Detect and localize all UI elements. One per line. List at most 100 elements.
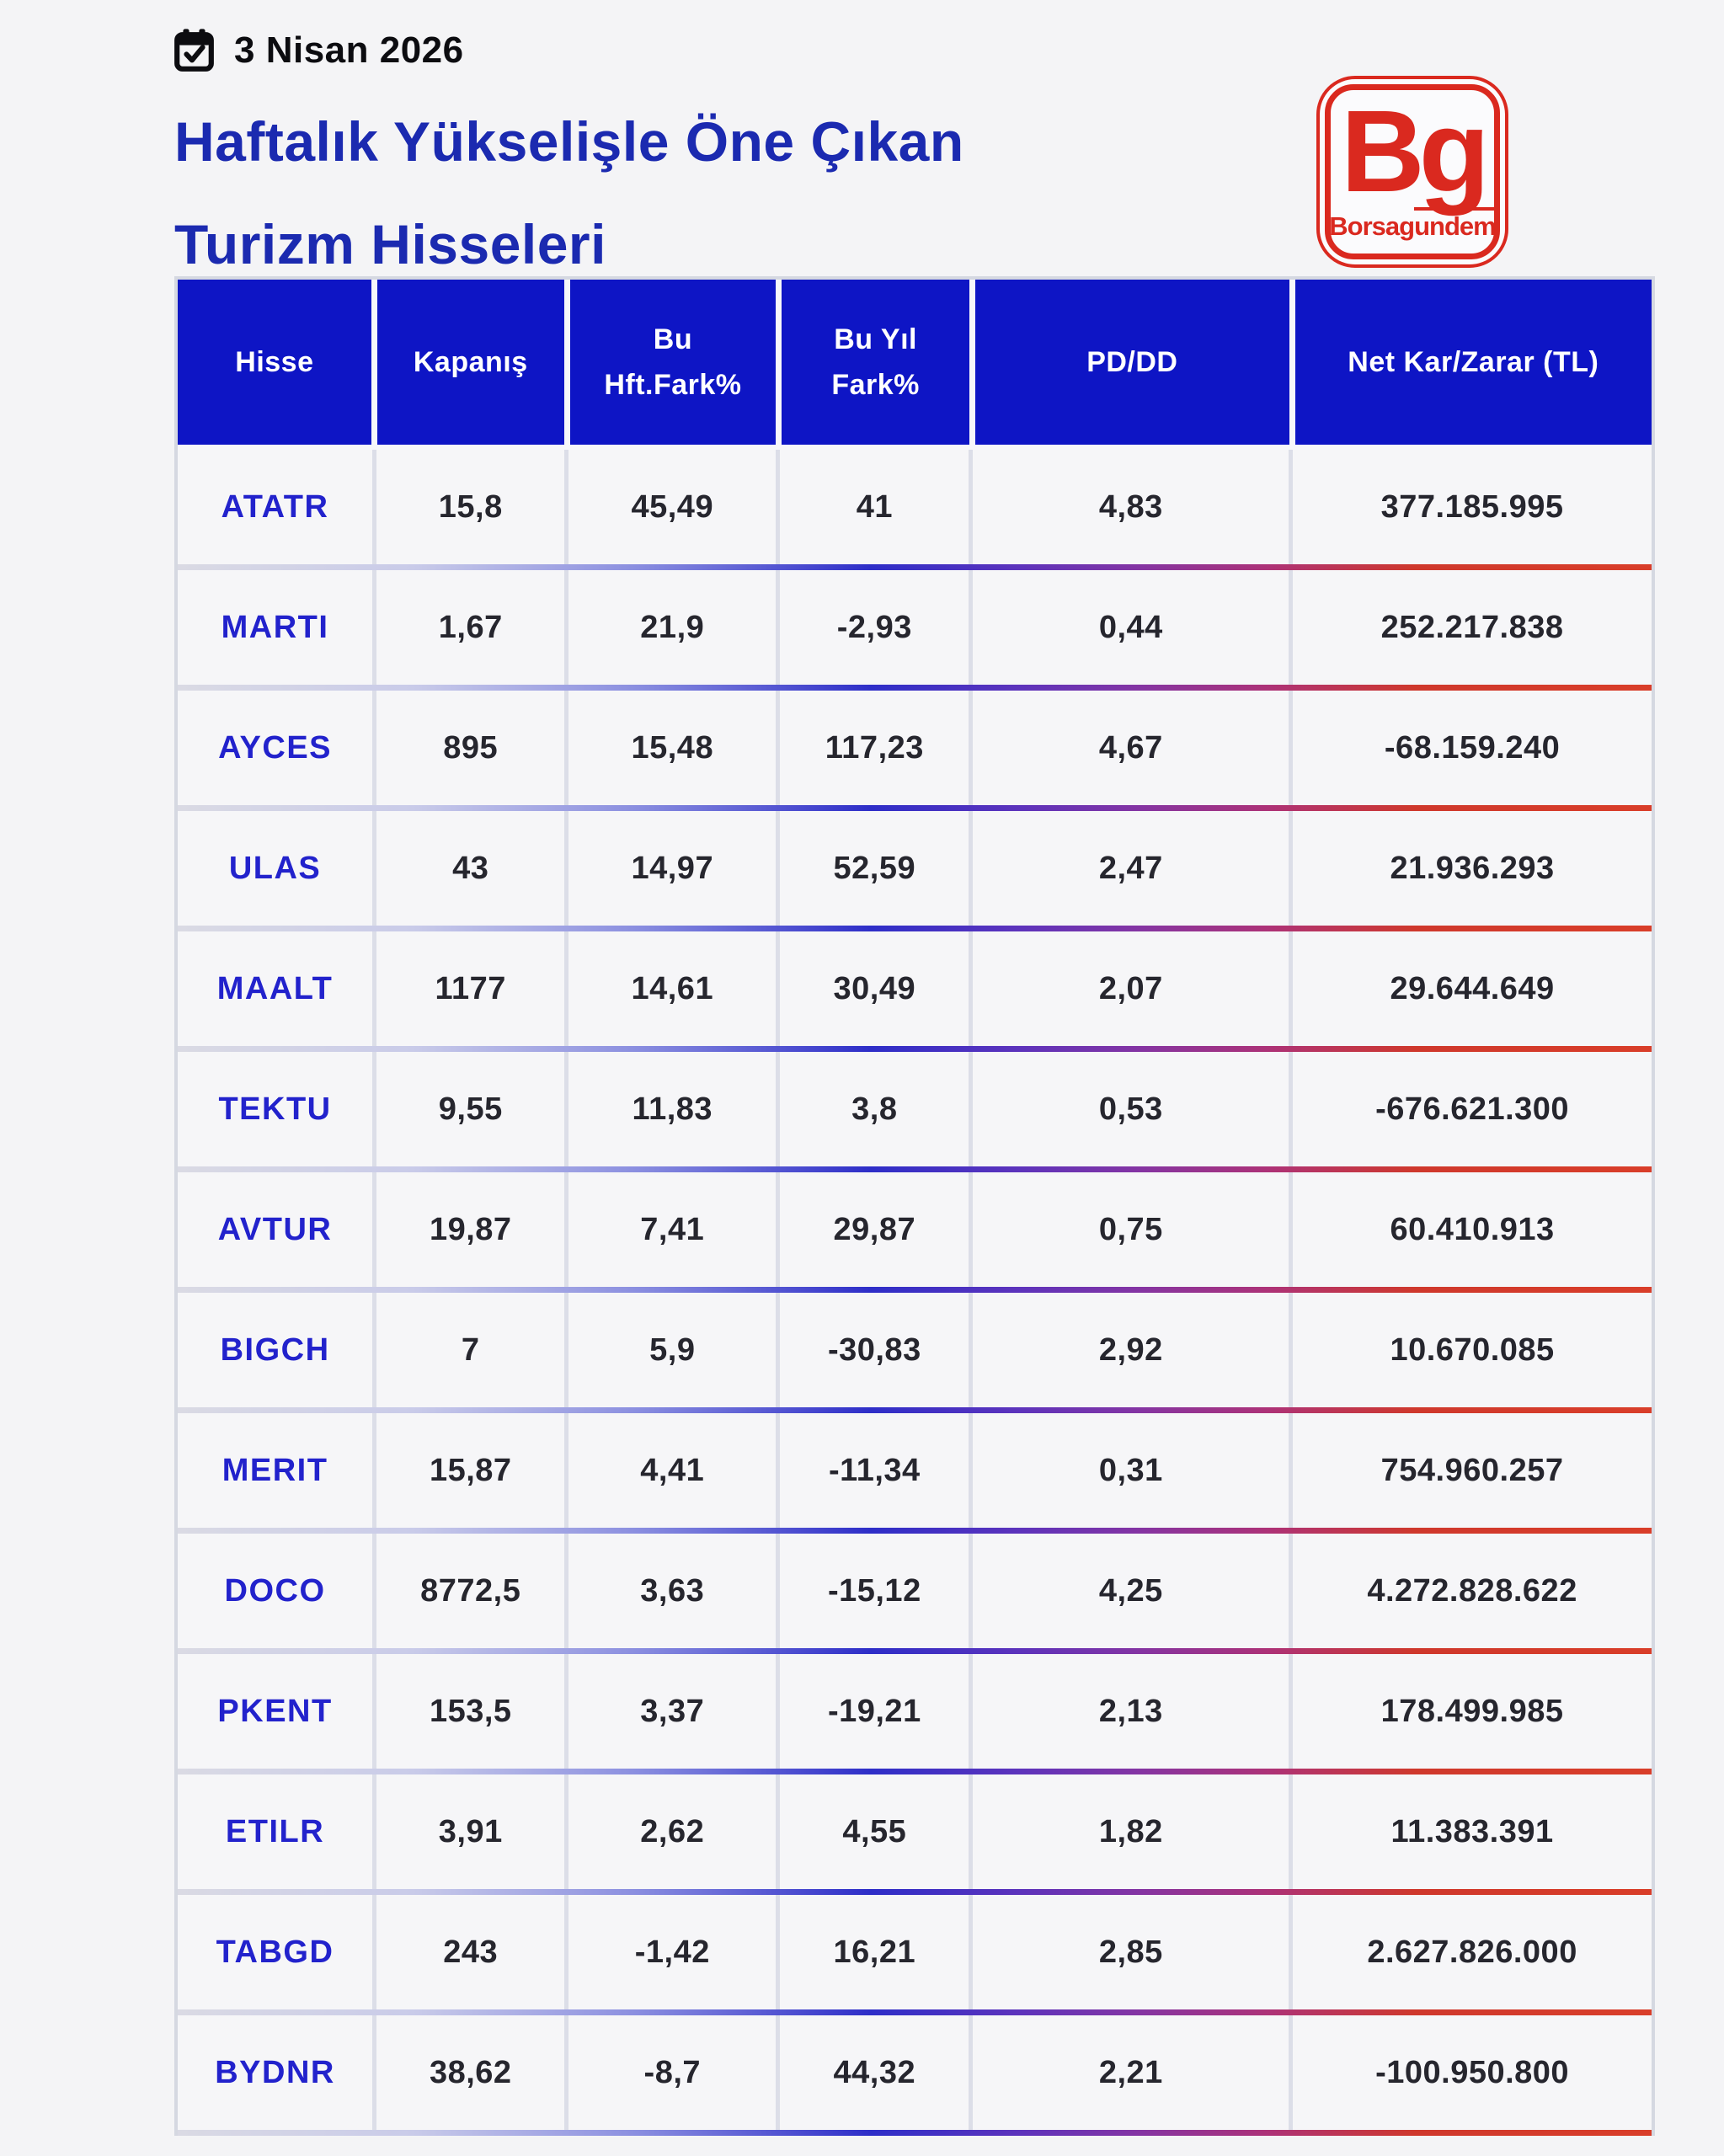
cell-hft-fark: 7,41 <box>568 1172 777 1287</box>
row-separator <box>178 1046 1652 1052</box>
table-row: ATATR 15,8 45,49 41 4,83 377.185.995 <box>178 450 1652 564</box>
cell-kapanis: 895 <box>376 691 565 805</box>
cell-ticker: MERIT <box>178 1413 373 1528</box>
cell-pddd: 2,47 <box>973 811 1289 926</box>
cell-ticker: PKENT <box>178 1654 373 1769</box>
cell-net-kar-zarar: 377.185.995 <box>1293 450 1652 564</box>
cell-pddd: 2,07 <box>973 931 1289 1046</box>
cell-pddd: 2,21 <box>973 2015 1289 2130</box>
cell-ticker: TEKTU <box>178 1052 373 1166</box>
cell-kapanis: 1177 <box>376 931 565 1046</box>
cell-net-kar-zarar: -100.950.800 <box>1293 2015 1652 2130</box>
cell-pddd: 0,31 <box>973 1413 1289 1528</box>
cell-yil-fark: 52,59 <box>780 811 969 926</box>
row-separator <box>178 1166 1652 1172</box>
table-row: AVTUR 19,87 7,41 29,87 0,75 60.410.913 <box>178 1172 1652 1287</box>
cell-yil-fark: 117,23 <box>780 691 969 805</box>
cell-yil-fark: 41 <box>780 450 969 564</box>
cell-ticker: MAALT <box>178 931 373 1046</box>
col-header-hft-fark: Bu Hft.Fark% <box>569 280 777 445</box>
row-separator <box>178 1528 1652 1534</box>
cell-kapanis: 7 <box>376 1293 565 1407</box>
logo-wordmark-prefix: Borsag <box>1329 211 1415 241</box>
page-title-line-1: Haftalık Yükselişle Öne Çıkan <box>174 110 964 173</box>
cell-ticker: MARTI <box>178 570 373 685</box>
table-row: BYDNR 38,62 -8,7 44,32 2,21 -100.950.800 <box>178 2015 1652 2130</box>
cell-yil-fark: -15,12 <box>780 1534 969 1648</box>
row-separator <box>178 926 1652 931</box>
cell-ticker: AYCES <box>178 691 373 805</box>
cell-hft-fark: -1,42 <box>568 1895 777 2009</box>
cell-pddd: 2,13 <box>973 1654 1289 1769</box>
cell-hft-fark: 14,97 <box>568 811 777 926</box>
cell-pddd: 1,82 <box>973 1774 1289 1889</box>
page-content: 3 Nisan 2026 Haftalık Yükselişle Öne Çık… <box>174 0 1653 296</box>
cell-kapanis: 43 <box>376 811 565 926</box>
table-row: TEKTU 9,55 11,83 3,8 0,53 -676.621.300 <box>178 1052 1652 1166</box>
cell-yil-fark: 3,8 <box>780 1052 969 1166</box>
cell-kapanis: 15,87 <box>376 1413 565 1528</box>
cell-yil-fark: 4,55 <box>780 1774 969 1889</box>
col-header-kapanis: Kapanış <box>376 280 564 445</box>
cell-pddd: 4,83 <box>973 450 1289 564</box>
cell-net-kar-zarar: 29.644.649 <box>1293 931 1652 1046</box>
cell-hft-fark: 3,37 <box>568 1654 777 1769</box>
row-separator <box>178 1287 1652 1293</box>
cell-hft-fark: 45,49 <box>568 450 777 564</box>
cell-pddd: 4,67 <box>973 691 1289 805</box>
cell-kapanis: 153,5 <box>376 1654 565 1769</box>
row-separator <box>178 2009 1652 2015</box>
row-separator <box>178 1769 1652 1774</box>
cell-ticker: ATATR <box>178 450 373 564</box>
cell-hft-fark: 4,41 <box>568 1413 777 1528</box>
logo-wordmark: Borsagundem <box>1329 207 1497 242</box>
row-separator <box>178 1648 1652 1654</box>
cell-net-kar-zarar: 2.627.826.000 <box>1293 1895 1652 2009</box>
cell-pddd: 0,75 <box>973 1172 1289 1287</box>
row-separator <box>178 1889 1652 1895</box>
cell-hft-fark: 14,61 <box>568 931 777 1046</box>
cell-yil-fark: 44,32 <box>780 2015 969 2130</box>
cell-ticker: TABGD <box>178 1895 373 2009</box>
table-row: ETILR 3,91 2,62 4,55 1,82 11.383.391 <box>178 1774 1652 1889</box>
logo-monogram: Bg <box>1341 87 1490 216</box>
cell-yil-fark: -30,83 <box>780 1293 969 1407</box>
page-title-line-2: Turizm Hisseleri <box>174 213 606 275</box>
cell-net-kar-zarar: 60.410.913 <box>1293 1172 1652 1287</box>
cell-hft-fark: -8,7 <box>568 2015 777 2130</box>
table-row: AYCES 895 15,48 117,23 4,67 -68.159.240 <box>178 691 1652 805</box>
date-text: 3 Nisan 2026 <box>234 29 464 71</box>
date-row: 3 Nisan 2026 <box>174 29 1653 72</box>
cell-hft-fark: 2,62 <box>568 1774 777 1889</box>
cell-yil-fark: -11,34 <box>780 1413 969 1528</box>
cell-hft-fark: 5,9 <box>568 1293 777 1407</box>
cell-pddd: 0,53 <box>973 1052 1289 1166</box>
cell-yil-fark: 30,49 <box>780 931 969 1046</box>
col-header-net-kar-zarar: Net Kar/Zarar (TL) <box>1294 280 1652 445</box>
table-row: TABGD 243 -1,42 16,21 2,85 2.627.826.000 <box>178 1895 1652 2009</box>
cell-kapanis: 8772,5 <box>376 1534 565 1648</box>
cell-pddd: 4,25 <box>973 1534 1289 1648</box>
cell-kapanis: 15,8 <box>376 450 565 564</box>
borsagundem-logo: Bg Borsagundem <box>1316 76 1508 268</box>
row-separator <box>178 1407 1652 1413</box>
cell-yil-fark: 29,87 <box>780 1172 969 1287</box>
cell-kapanis: 38,62 <box>376 2015 565 2130</box>
cell-kapanis: 19,87 <box>376 1172 565 1287</box>
cell-net-kar-zarar: -676.621.300 <box>1293 1052 1652 1166</box>
cell-ticker: ULAS <box>178 811 373 926</box>
cell-hft-fark: 15,48 <box>568 691 777 805</box>
cell-ticker: BIGCH <box>178 1293 373 1407</box>
cell-net-kar-zarar: 10.670.085 <box>1293 1293 1652 1407</box>
cell-hft-fark: 3,63 <box>568 1534 777 1648</box>
cell-net-kar-zarar: 11.383.391 <box>1293 1774 1652 1889</box>
cell-yil-fark: 16,21 <box>780 1895 969 2009</box>
cell-hft-fark: 21,9 <box>568 570 777 685</box>
cell-hft-fark: 11,83 <box>568 1052 777 1166</box>
cell-ticker: DOCO <box>178 1534 373 1648</box>
col-header-yil-fark: Bu Yıl Fark% <box>782 280 970 445</box>
cell-net-kar-zarar: 754.960.257 <box>1293 1413 1652 1528</box>
cell-net-kar-zarar: -68.159.240 <box>1293 691 1652 805</box>
cell-net-kar-zarar: 21.936.293 <box>1293 811 1652 926</box>
col-header-hisse: Hisse <box>178 280 371 445</box>
